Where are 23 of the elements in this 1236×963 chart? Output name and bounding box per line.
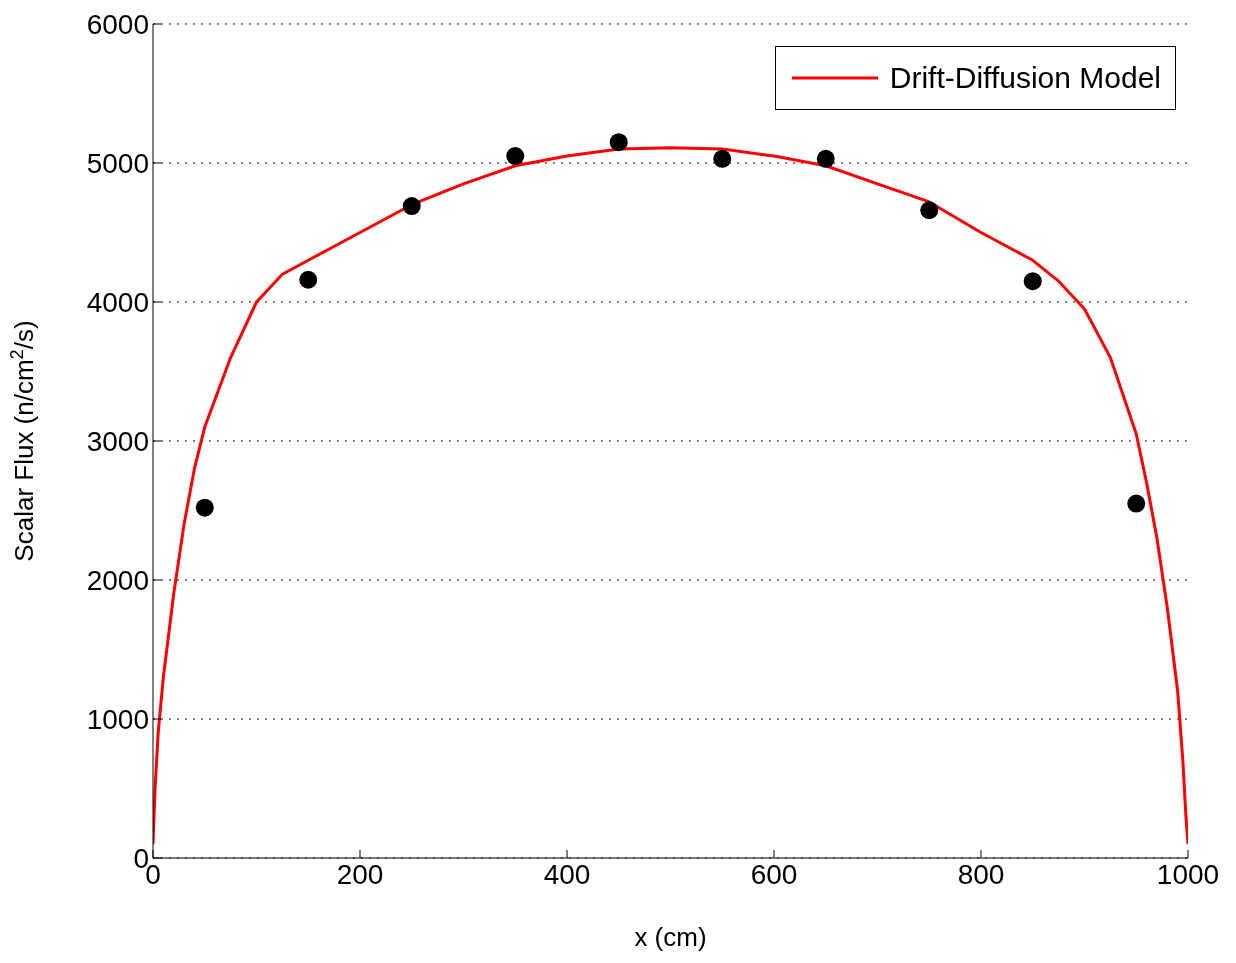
point xyxy=(609,133,628,152)
y-tick-label: 6000 xyxy=(86,8,149,40)
point xyxy=(299,270,318,289)
y-tick-label: 1000 xyxy=(86,703,149,735)
y-tick-label: 5000 xyxy=(86,147,149,179)
x-axis-title: x (cm) xyxy=(634,922,707,952)
y-tick-label: 2000 xyxy=(86,564,149,596)
point xyxy=(920,201,939,220)
point xyxy=(195,498,214,517)
x-tick-label: 800 xyxy=(957,858,1005,890)
y-tick-label: 3000 xyxy=(86,425,149,457)
point xyxy=(1127,494,1146,513)
point xyxy=(402,197,421,216)
point xyxy=(713,149,732,168)
y-tick-label: 4000 xyxy=(86,286,149,318)
x-tick-label: 600 xyxy=(750,858,798,890)
legend-label: Drift-Diffusion Model xyxy=(889,61,1161,95)
point xyxy=(816,149,835,168)
point xyxy=(506,147,525,166)
x-tick-label: 400 xyxy=(543,858,591,890)
x-tick-label: 200 xyxy=(336,858,384,890)
point xyxy=(1023,272,1042,291)
x-tick-label: 1000 xyxy=(1156,858,1220,890)
